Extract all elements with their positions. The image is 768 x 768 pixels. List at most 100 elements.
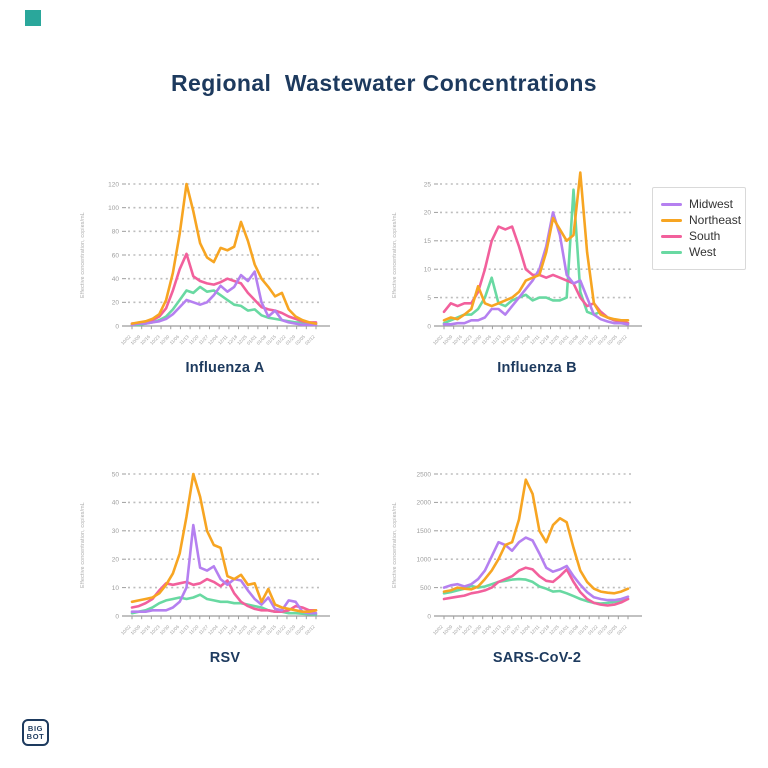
svg-text:10/02: 10/02: [120, 334, 132, 346]
svg-text:01/22: 01/22: [587, 624, 599, 636]
svg-text:11/13: 11/13: [178, 334, 190, 346]
svg-text:10/30: 10/30: [159, 334, 171, 346]
svg-text:12/25: 12/25: [236, 624, 248, 636]
svg-text:01/29: 01/29: [285, 334, 297, 346]
svg-text:01/01: 01/01: [246, 624, 258, 636]
svg-text:11/27: 11/27: [510, 624, 522, 636]
chart-title-influenza-b: Influenza B: [497, 360, 577, 376]
svg-text:11/20: 11/20: [500, 334, 512, 346]
svg-text:12/25: 12/25: [548, 334, 560, 346]
svg-text:20: 20: [112, 557, 120, 564]
svg-text:10/16: 10/16: [451, 334, 463, 346]
svg-text:2000: 2000: [417, 500, 432, 507]
svg-text:Effective concentration, copie: Effective concentration, copies/mL: [80, 502, 86, 588]
svg-text:11/27: 11/27: [198, 624, 210, 636]
rsv-plot: 0 10 20 30 40 50 10/02 10/09 10/16 10/23 10/30 11/0…: [70, 456, 360, 693]
svg-text:10: 10: [424, 267, 432, 274]
svg-text:01/15: 01/15: [265, 624, 277, 636]
svg-text:5: 5: [427, 295, 431, 302]
svg-text:60: 60: [112, 252, 120, 259]
svg-text:12/04: 12/04: [519, 334, 531, 346]
bigbot-logo-line2: BOT: [26, 731, 45, 741]
south-line-swatch: [661, 235, 682, 238]
influenza-a-plot: 0 20 40 60 80 100 120 10/02 10/09 10/16 10/23 10/30…: [70, 166, 360, 403]
svg-text:12/18: 12/18: [539, 624, 551, 636]
chart-influenza-b: 0 5 10 15 20 25 10/02 10/09 10/16 10/23 10/30 11/06…: [382, 166, 672, 398]
svg-text:0: 0: [427, 323, 431, 330]
svg-text:01/01: 01/01: [558, 334, 570, 346]
bigbot-logo: BIG BOT: [22, 719, 49, 746]
svg-text:12/04: 12/04: [519, 624, 531, 636]
page-title: Regional Wastewater Concentrations: [171, 70, 597, 96]
svg-text:01/22: 01/22: [587, 334, 599, 346]
svg-text:100: 100: [108, 205, 119, 212]
svg-text:11/13: 11/13: [178, 624, 190, 636]
svg-text:12/11: 12/11: [529, 624, 541, 636]
svg-text:01/08: 01/08: [256, 624, 268, 636]
svg-text:12/04: 12/04: [207, 624, 219, 636]
svg-text:20: 20: [112, 300, 120, 307]
northeast-line-swatch: [661, 219, 682, 222]
svg-text:120: 120: [108, 181, 119, 188]
chart-sars-cov-2: 0 500 1000 1500 2000 2500 10/02 10/09 10/16 10/23…: [382, 456, 672, 688]
svg-text:10/30: 10/30: [471, 334, 483, 346]
svg-text:01/08: 01/08: [256, 334, 268, 346]
svg-text:0: 0: [115, 323, 119, 330]
svg-text:11/13: 11/13: [490, 624, 502, 636]
legend-label: West: [689, 245, 717, 259]
legend-label: Midwest: [689, 197, 734, 211]
chart-title-rsv: RSV: [209, 650, 241, 666]
svg-text:0: 0: [115, 613, 119, 620]
chart-title-influenza-a: Influenza A: [185, 360, 265, 376]
legend-label: Northeast: [689, 213, 742, 227]
svg-text:01/15: 01/15: [265, 334, 277, 346]
svg-text:10: 10: [112, 585, 120, 592]
svg-text:10/09: 10/09: [442, 334, 454, 346]
svg-text:02/05: 02/05: [606, 334, 618, 346]
legend-label: South: [689, 229, 721, 243]
chart-title-sars-cov-2: SARS-CoV-2: [492, 650, 582, 666]
svg-text:10/09: 10/09: [130, 334, 142, 346]
svg-text:01/01: 01/01: [558, 624, 570, 636]
svg-text:12/18: 12/18: [539, 334, 551, 346]
svg-text:02/12: 02/12: [616, 334, 628, 346]
svg-text:11/27: 11/27: [198, 334, 210, 346]
svg-text:2500: 2500: [417, 471, 432, 478]
svg-text:11/06: 11/06: [481, 624, 493, 636]
svg-text:11/20: 11/20: [188, 334, 200, 346]
svg-text:10/02: 10/02: [120, 624, 132, 636]
svg-text:10/16: 10/16: [139, 334, 151, 346]
svg-text:50: 50: [112, 471, 120, 478]
svg-text:11/06: 11/06: [481, 334, 493, 346]
svg-text:01/08: 01/08: [568, 334, 580, 346]
svg-text:12/18: 12/18: [227, 334, 239, 346]
svg-text:11/06: 11/06: [169, 624, 181, 636]
chart-rsv: 0 10 20 30 40 50 10/02 10/09 10/16 10/23 10/30 11/0…: [70, 456, 360, 688]
svg-text:10/23: 10/23: [149, 624, 161, 636]
west-line-swatch: [661, 251, 682, 254]
svg-text:02/12: 02/12: [304, 334, 316, 346]
svg-text:01/29: 01/29: [285, 624, 297, 636]
bigbot-logo-line1: BIG: [27, 724, 44, 733]
svg-text:02/12: 02/12: [304, 624, 316, 636]
svg-text:10/23: 10/23: [461, 334, 473, 346]
legend: Midwest Northeast South West: [652, 187, 746, 270]
chart-influenza-a: 0 20 40 60 80 100 120 10/02 10/09 10/16 10/23 10/30…: [70, 166, 360, 398]
svg-text:80: 80: [112, 229, 120, 236]
svg-text:1000: 1000: [417, 557, 432, 564]
svg-text:01/29: 01/29: [597, 624, 609, 636]
svg-text:10/02: 10/02: [432, 624, 444, 636]
legend-item-northeast: Northeast: [661, 214, 741, 227]
svg-text:11/20: 11/20: [500, 624, 512, 636]
svg-text:20: 20: [424, 210, 432, 217]
legend-item-west: West: [661, 246, 736, 259]
svg-text:12/25: 12/25: [548, 624, 560, 636]
svg-text:15: 15: [424, 238, 432, 245]
svg-text:30: 30: [112, 528, 120, 535]
svg-text:25: 25: [424, 181, 432, 188]
svg-text:12/25: 12/25: [236, 334, 248, 346]
svg-text:01/08: 01/08: [568, 624, 580, 636]
influenza-b-plot: 0 5 10 15 20 25 10/02 10/09 10/16 10/23 10/30 11/06…: [382, 166, 672, 403]
svg-text:12/11: 12/11: [217, 624, 229, 636]
svg-text:10/23: 10/23: [149, 334, 161, 346]
